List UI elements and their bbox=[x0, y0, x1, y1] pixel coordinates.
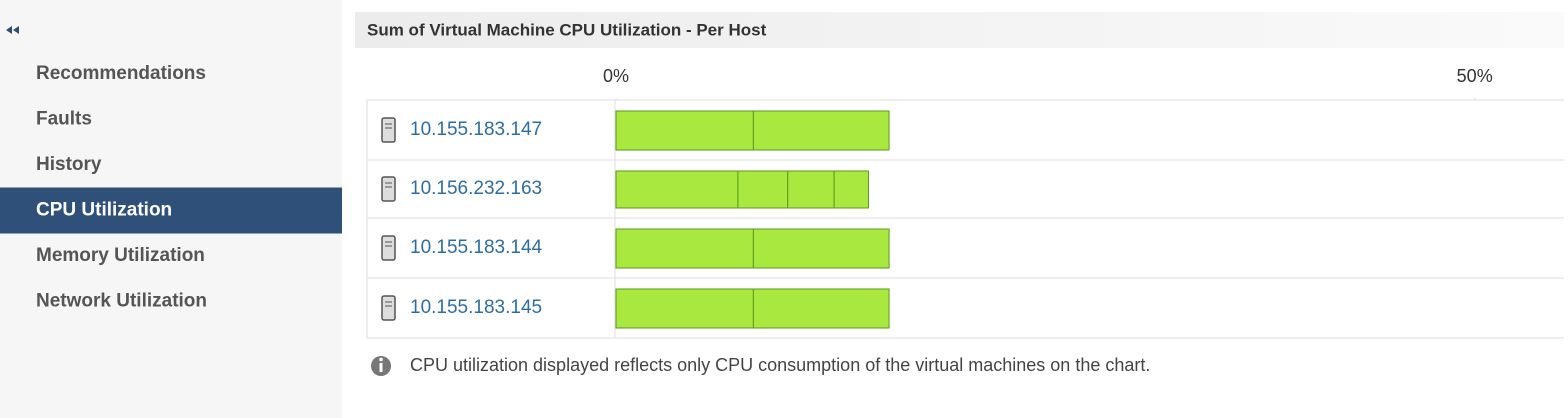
host-icon bbox=[381, 295, 396, 321]
host-link[interactable]: 10.155.183.147 bbox=[410, 119, 542, 140]
x-tick-label: 0% bbox=[603, 66, 629, 86]
nav-item[interactable]: Faults bbox=[36, 109, 92, 130]
chart-header bbox=[355, 12, 1564, 48]
bar-segment[interactable] bbox=[615, 170, 739, 209]
bar-segment[interactable] bbox=[615, 288, 754, 329]
nav-item[interactable]: History bbox=[36, 154, 102, 175]
bar-segment[interactable] bbox=[752, 110, 890, 151]
host-icon bbox=[381, 235, 396, 261]
bar-segment[interactable] bbox=[752, 228, 890, 269]
nav-item[interactable]: Memory Utilization bbox=[36, 245, 205, 266]
nav-item[interactable]: Recommendations bbox=[36, 63, 206, 84]
collapse-button[interactable] bbox=[6, 26, 19, 34]
host-link[interactable]: 10.155.183.145 bbox=[410, 297, 542, 318]
bar-segment[interactable] bbox=[737, 170, 789, 209]
note: CPU utilization displayed reflects only … bbox=[410, 355, 1150, 375]
info-icon bbox=[371, 356, 391, 376]
host-link[interactable]: 10.156.232.163 bbox=[410, 178, 542, 199]
bar-segment[interactable] bbox=[752, 288, 890, 329]
nav-item[interactable]: Network Utilization bbox=[36, 291, 207, 312]
bar-segment[interactable] bbox=[787, 170, 835, 209]
nav-selected bbox=[0, 187, 342, 234]
bar-segment[interactable] bbox=[615, 110, 754, 151]
chart-title: Sum of Virtual Machine CPU Utilization -… bbox=[367, 20, 767, 39]
table-frame bbox=[366, 100, 616, 338]
x-tick-label: 50% bbox=[1457, 66, 1493, 86]
bar-segment[interactable] bbox=[615, 228, 754, 269]
content bbox=[342, 0, 1568, 418]
bar-segment[interactable] bbox=[833, 170, 869, 209]
host-link[interactable]: 10.155.183.144 bbox=[410, 237, 543, 258]
nav-item[interactable]: CPU Utilization bbox=[36, 200, 172, 221]
host-icon bbox=[381, 176, 396, 202]
host-icon bbox=[381, 117, 396, 143]
